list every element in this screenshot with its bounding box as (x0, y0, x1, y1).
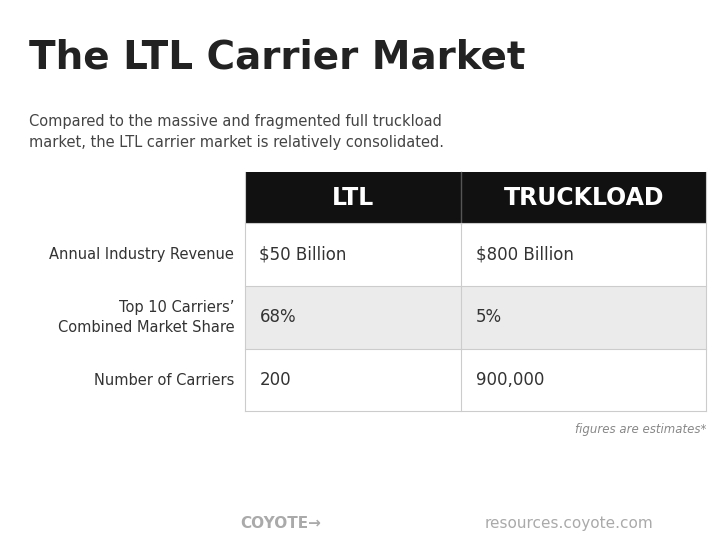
FancyBboxPatch shape (245, 349, 706, 411)
Text: LTL: LTL (332, 185, 374, 210)
FancyBboxPatch shape (245, 172, 706, 223)
Text: 200: 200 (259, 371, 291, 389)
Text: The LTL Carrier Market: The LTL Carrier Market (29, 38, 525, 76)
Text: Top 10 Carriers’
Combined Market Share: Top 10 Carriers’ Combined Market Share (58, 300, 234, 335)
Text: TRUCKLOAD: TRUCKLOAD (504, 185, 664, 210)
FancyBboxPatch shape (245, 223, 706, 286)
Text: 68%: 68% (259, 308, 296, 326)
Text: 5%: 5% (475, 308, 502, 326)
Text: Annual Industry Revenue: Annual Industry Revenue (50, 247, 234, 262)
Text: $800 Billion: $800 Billion (475, 246, 574, 264)
Text: COYOTE→: COYOTE→ (241, 516, 322, 531)
FancyBboxPatch shape (245, 286, 706, 349)
Text: Compared to the massive and fragmented full truckload
market, the LTL carrier ma: Compared to the massive and fragmented f… (29, 114, 444, 150)
Text: $50 Billion: $50 Billion (259, 246, 347, 264)
Text: resources.coyote.com: resources.coyote.com (485, 516, 654, 531)
Text: 900,000: 900,000 (475, 371, 544, 389)
Text: figures are estimates*: figures are estimates* (575, 423, 706, 437)
Text: Number of Carriers: Number of Carriers (94, 373, 234, 387)
